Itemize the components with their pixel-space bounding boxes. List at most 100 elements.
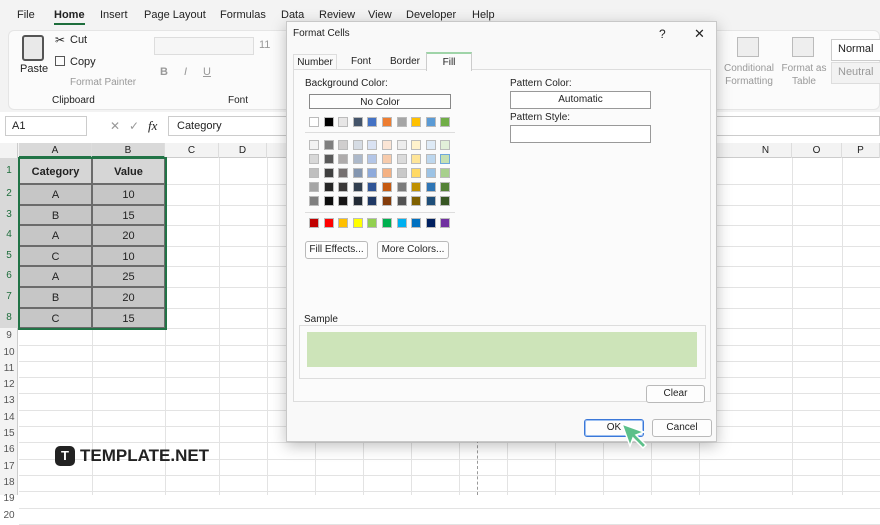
row-header[interactable]: 6 xyxy=(0,266,18,287)
row-header[interactable]: 20 xyxy=(3,509,15,521)
help-button[interactable]: ? xyxy=(659,27,666,41)
color-swatch[interactable] xyxy=(411,182,422,192)
row-header[interactable]: 4 xyxy=(0,225,18,246)
tab-fill[interactable]: Fill xyxy=(426,52,472,71)
color-swatch[interactable] xyxy=(396,154,407,164)
color-swatch[interactable] xyxy=(323,140,334,150)
table-cell[interactable]: 15 xyxy=(92,204,165,226)
color-swatch[interactable] xyxy=(396,117,407,127)
color-swatch[interactable] xyxy=(396,168,407,178)
menu-item[interactable]: Help xyxy=(472,9,495,21)
style-normal[interactable]: Normal xyxy=(831,39,880,61)
row-header[interactable]: 11 xyxy=(3,362,15,374)
menu-item[interactable]: Review xyxy=(319,9,356,21)
fill-effects-button[interactable]: Fill Effects... xyxy=(305,241,368,259)
menu-item[interactable]: Home xyxy=(54,9,85,25)
color-swatch[interactable] xyxy=(440,196,451,206)
color-swatch[interactable] xyxy=(440,218,451,228)
color-swatch[interactable] xyxy=(411,117,422,127)
column-header[interactable]: D xyxy=(219,143,267,158)
menu-item[interactable]: Insert xyxy=(100,9,128,21)
table-header-cell[interactable]: Category xyxy=(19,158,92,184)
tab-font[interactable]: Font xyxy=(350,56,371,67)
menu-item[interactable]: File xyxy=(17,9,35,21)
color-swatch[interactable] xyxy=(425,117,436,127)
column-header[interactable]: P xyxy=(842,143,880,158)
color-swatch[interactable] xyxy=(411,196,422,206)
cut[interactable]: Cut xyxy=(70,34,88,46)
font-size[interactable]: 11 xyxy=(259,39,271,51)
more-colors-button[interactable]: More Colors... xyxy=(377,241,449,259)
row-header[interactable]: 2 xyxy=(0,184,18,205)
color-swatch[interactable] xyxy=(367,154,378,164)
color-swatch[interactable] xyxy=(309,140,319,150)
font-name-box[interactable] xyxy=(154,37,254,55)
color-swatch[interactable] xyxy=(440,117,451,127)
row-header[interactable]: 7 xyxy=(0,287,18,308)
color-swatch[interactable] xyxy=(352,154,363,164)
color-swatch[interactable] xyxy=(367,168,378,178)
color-swatch[interactable] xyxy=(425,182,436,192)
color-swatch[interactable] xyxy=(425,196,436,206)
row-header[interactable]: 16 xyxy=(3,444,15,456)
color-swatch[interactable] xyxy=(396,196,407,206)
color-swatch[interactable] xyxy=(440,154,451,164)
color-swatch[interactable] xyxy=(352,117,363,127)
color-swatch[interactable] xyxy=(338,168,349,178)
color-swatch[interactable] xyxy=(382,140,392,150)
style-neutral[interactable]: Neutral xyxy=(831,62,880,84)
table-cell[interactable]: A xyxy=(19,266,92,287)
row-header[interactable]: 10 xyxy=(3,346,15,358)
color-swatch[interactable] xyxy=(338,182,349,192)
color-swatch[interactable] xyxy=(338,140,349,150)
table-cell[interactable]: 10 xyxy=(92,245,165,267)
color-swatch[interactable] xyxy=(367,117,378,127)
table-cell[interactable]: 15 xyxy=(92,307,165,329)
color-swatch[interactable] xyxy=(309,154,319,164)
format-as-table[interactable]: Format as Table xyxy=(781,63,827,87)
menu-item[interactable]: View xyxy=(368,9,392,21)
color-swatch[interactable] xyxy=(382,168,392,178)
paste-icon[interactable] xyxy=(22,35,44,61)
color-swatch[interactable] xyxy=(411,168,422,178)
color-swatch[interactable] xyxy=(352,168,363,178)
row-header[interactable]: 17 xyxy=(3,460,15,472)
color-swatch[interactable] xyxy=(323,154,334,164)
column-header[interactable]: B xyxy=(92,143,165,158)
table-header-cell[interactable]: Value xyxy=(92,158,165,184)
row-header[interactable]: 3 xyxy=(0,204,18,226)
row-header[interactable]: 13 xyxy=(3,395,15,407)
color-swatch[interactable] xyxy=(425,154,436,164)
color-swatch[interactable] xyxy=(352,218,363,228)
row-header[interactable]: 18 xyxy=(3,476,15,488)
color-swatch[interactable] xyxy=(338,117,349,127)
row-header[interactable]: 15 xyxy=(3,428,15,439)
format-painter[interactable]: Format Painter xyxy=(70,77,137,88)
color-swatch[interactable] xyxy=(323,218,334,228)
table-cell[interactable]: 10 xyxy=(92,184,165,205)
conditional-formatting[interactable]: Conditional Formatting xyxy=(723,63,775,87)
color-swatch[interactable] xyxy=(367,196,378,206)
color-swatch[interactable] xyxy=(338,218,349,228)
underline[interactable]: U xyxy=(203,66,211,78)
row-header[interactable]: 1 xyxy=(0,158,18,184)
color-swatch[interactable] xyxy=(425,168,436,178)
column-header[interactable]: A xyxy=(19,143,92,158)
color-swatch[interactable] xyxy=(367,182,378,192)
close-button[interactable]: ✕ xyxy=(694,26,705,41)
row-header[interactable]: 5 xyxy=(0,245,18,267)
color-swatch[interactable] xyxy=(309,168,319,178)
color-swatch[interactable] xyxy=(440,182,451,192)
color-swatch[interactable] xyxy=(367,218,378,228)
color-swatch[interactable] xyxy=(425,218,436,228)
color-swatch[interactable] xyxy=(411,154,422,164)
color-swatch[interactable] xyxy=(382,182,392,192)
table-cell[interactable]: 20 xyxy=(92,287,165,308)
table-cell[interactable]: 25 xyxy=(92,266,165,287)
color-swatch[interactable] xyxy=(323,168,334,178)
menu-item[interactable]: Data xyxy=(281,9,305,21)
tab-number[interactable]: Number xyxy=(293,54,337,70)
color-swatch[interactable] xyxy=(440,168,451,178)
color-swatch[interactable] xyxy=(396,182,407,192)
row-header[interactable]: 14 xyxy=(3,411,15,423)
